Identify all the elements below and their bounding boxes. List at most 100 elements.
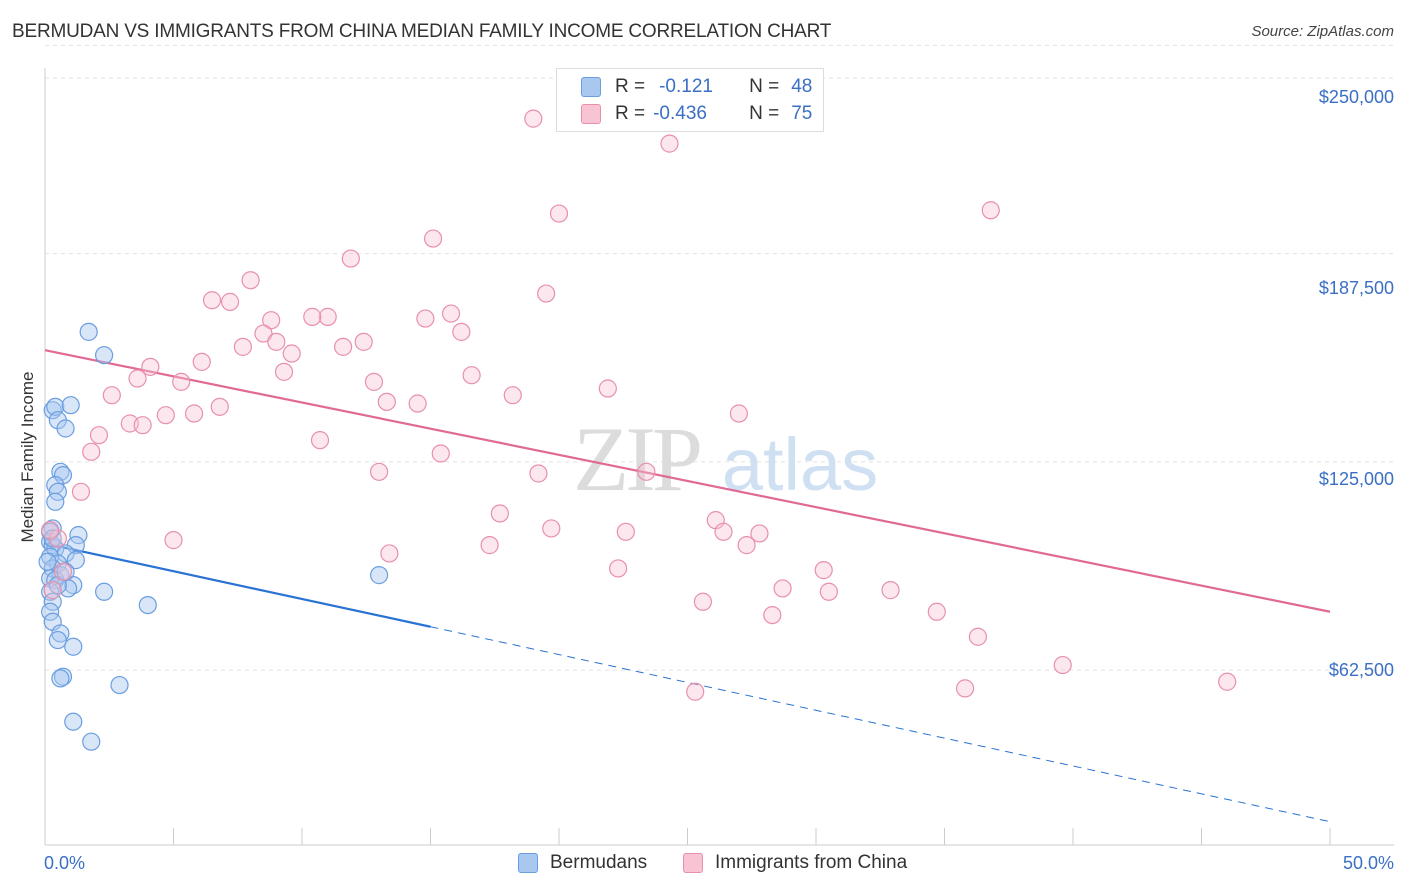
- watermark-zip: ZIP: [573, 408, 700, 510]
- data-points: [38, 109, 1237, 751]
- data-point-china: [542, 519, 561, 538]
- data-point-china: [274, 362, 294, 381]
- data-point-bermudans: [64, 712, 83, 731]
- data-point-china: [172, 372, 191, 391]
- trend-line-china: [44, 349, 1331, 613]
- n-label: N =: [749, 76, 780, 97]
- data-point-china: [233, 337, 252, 356]
- n-value: 48: [791, 76, 813, 97]
- legend-swatch-pink: [683, 853, 703, 873]
- data-point-china: [431, 444, 450, 463]
- y-tick-label: $62,500: [1328, 660, 1394, 680]
- data-point-bermudans: [38, 552, 57, 571]
- data-point-bermudans: [53, 466, 73, 485]
- source-note: Source: ZipAtlas.com: [1251, 23, 1394, 40]
- legend-row-bermudans: R = -0.121 N = 48: [581, 75, 812, 99]
- data-point-china: [1053, 655, 1072, 675]
- data-point-bermudans: [370, 566, 389, 585]
- data-point-china: [334, 337, 353, 356]
- correlation-legend: R = -0.121 N = 48 R = -0.436 N = 75: [556, 68, 824, 132]
- data-point-bermudans: [110, 675, 129, 695]
- data-point-china: [737, 536, 756, 555]
- legend-label: Immigrants from China: [715, 852, 908, 873]
- trend-line-extension: [430, 626, 1331, 823]
- data-point-china: [524, 109, 543, 128]
- data-point-china: [303, 307, 322, 326]
- data-point-bermudans: [46, 492, 65, 511]
- data-point-bermudans: [95, 582, 114, 601]
- data-point-china: [71, 482, 91, 501]
- data-point-china: [220, 292, 240, 311]
- y-tick-label: $250,000: [1318, 87, 1394, 107]
- data-point-china: [89, 426, 109, 445]
- n-value: 75: [791, 103, 813, 124]
- data-point-bermudans: [43, 401, 62, 420]
- data-point-bermudans: [56, 419, 75, 438]
- data-point-bermudans: [95, 346, 114, 365]
- data-point-bermudans: [61, 396, 80, 415]
- data-point-china: [408, 394, 427, 413]
- data-point-china: [41, 521, 60, 540]
- data-point-china: [254, 324, 273, 343]
- data-point-china: [210, 397, 229, 416]
- r-label: R =: [615, 76, 646, 97]
- data-point-china: [819, 582, 838, 601]
- data-point-china: [241, 271, 260, 290]
- data-point-china: [714, 522, 733, 541]
- data-point-china: [354, 332, 373, 351]
- data-point-china: [968, 627, 988, 646]
- legend-row-china: R = -0.436 N = 75: [581, 102, 812, 126]
- trend-lines: [44, 349, 1331, 823]
- data-point-china: [202, 291, 222, 310]
- data-point-china: [452, 322, 471, 341]
- data-point-china: [102, 386, 121, 405]
- legend-item-bermudans: Bermudans: [518, 852, 647, 874]
- data-point-china: [364, 372, 384, 391]
- data-point-china: [141, 357, 160, 376]
- data-point-china: [416, 309, 435, 328]
- data-point-china: [82, 442, 101, 461]
- data-point-china: [927, 602, 946, 621]
- n-label: N =: [749, 103, 780, 124]
- data-point-china: [377, 392, 396, 411]
- data-point-china: [529, 464, 548, 483]
- data-point-china: [686, 682, 705, 701]
- data-point-china: [763, 605, 782, 625]
- data-point-china: [637, 462, 656, 481]
- data-point-china: [156, 406, 175, 425]
- data-point-china: [729, 404, 749, 423]
- data-point-china: [43, 581, 62, 600]
- data-point-bermudans: [79, 322, 98, 341]
- data-point-china: [598, 379, 617, 398]
- data-point-china: [537, 284, 556, 303]
- data-point-china: [341, 249, 360, 268]
- data-point-china: [955, 679, 975, 698]
- data-point-china: [1218, 672, 1237, 691]
- data-point-china: [192, 352, 211, 371]
- data-point-bermudans: [46, 397, 65, 416]
- y-tick-label: $125,000: [1318, 469, 1394, 489]
- r-value: -0.121: [659, 76, 713, 97]
- series-legend: Bermudans Immigrants from China: [0, 852, 1406, 878]
- chart-title: BERMUDAN VS IMMIGRANTS FROM CHINA MEDIAN…: [12, 21, 832, 42]
- data-point-china: [133, 416, 152, 435]
- data-point-china: [53, 562, 73, 581]
- watermark: ZIP atlas: [573, 408, 878, 510]
- r-value: -0.436: [653, 103, 707, 124]
- data-point-china: [549, 204, 569, 223]
- data-point-china: [282, 344, 301, 363]
- data-point-bermudans: [48, 630, 67, 650]
- data-point-china: [480, 536, 499, 555]
- axes: [44, 68, 1394, 846]
- data-point-china: [750, 524, 769, 543]
- legend-item-china: Immigrants from China: [683, 852, 907, 874]
- data-point-china: [184, 404, 204, 423]
- data-point-china: [380, 544, 399, 563]
- data-point-bermudans: [82, 732, 101, 751]
- data-point-bermudans: [51, 669, 70, 688]
- data-point-bermudans: [56, 544, 75, 563]
- legend-swatch-pink: [581, 104, 601, 124]
- x-tick-label-min: 0.0%: [44, 853, 86, 873]
- data-point-china: [423, 229, 443, 248]
